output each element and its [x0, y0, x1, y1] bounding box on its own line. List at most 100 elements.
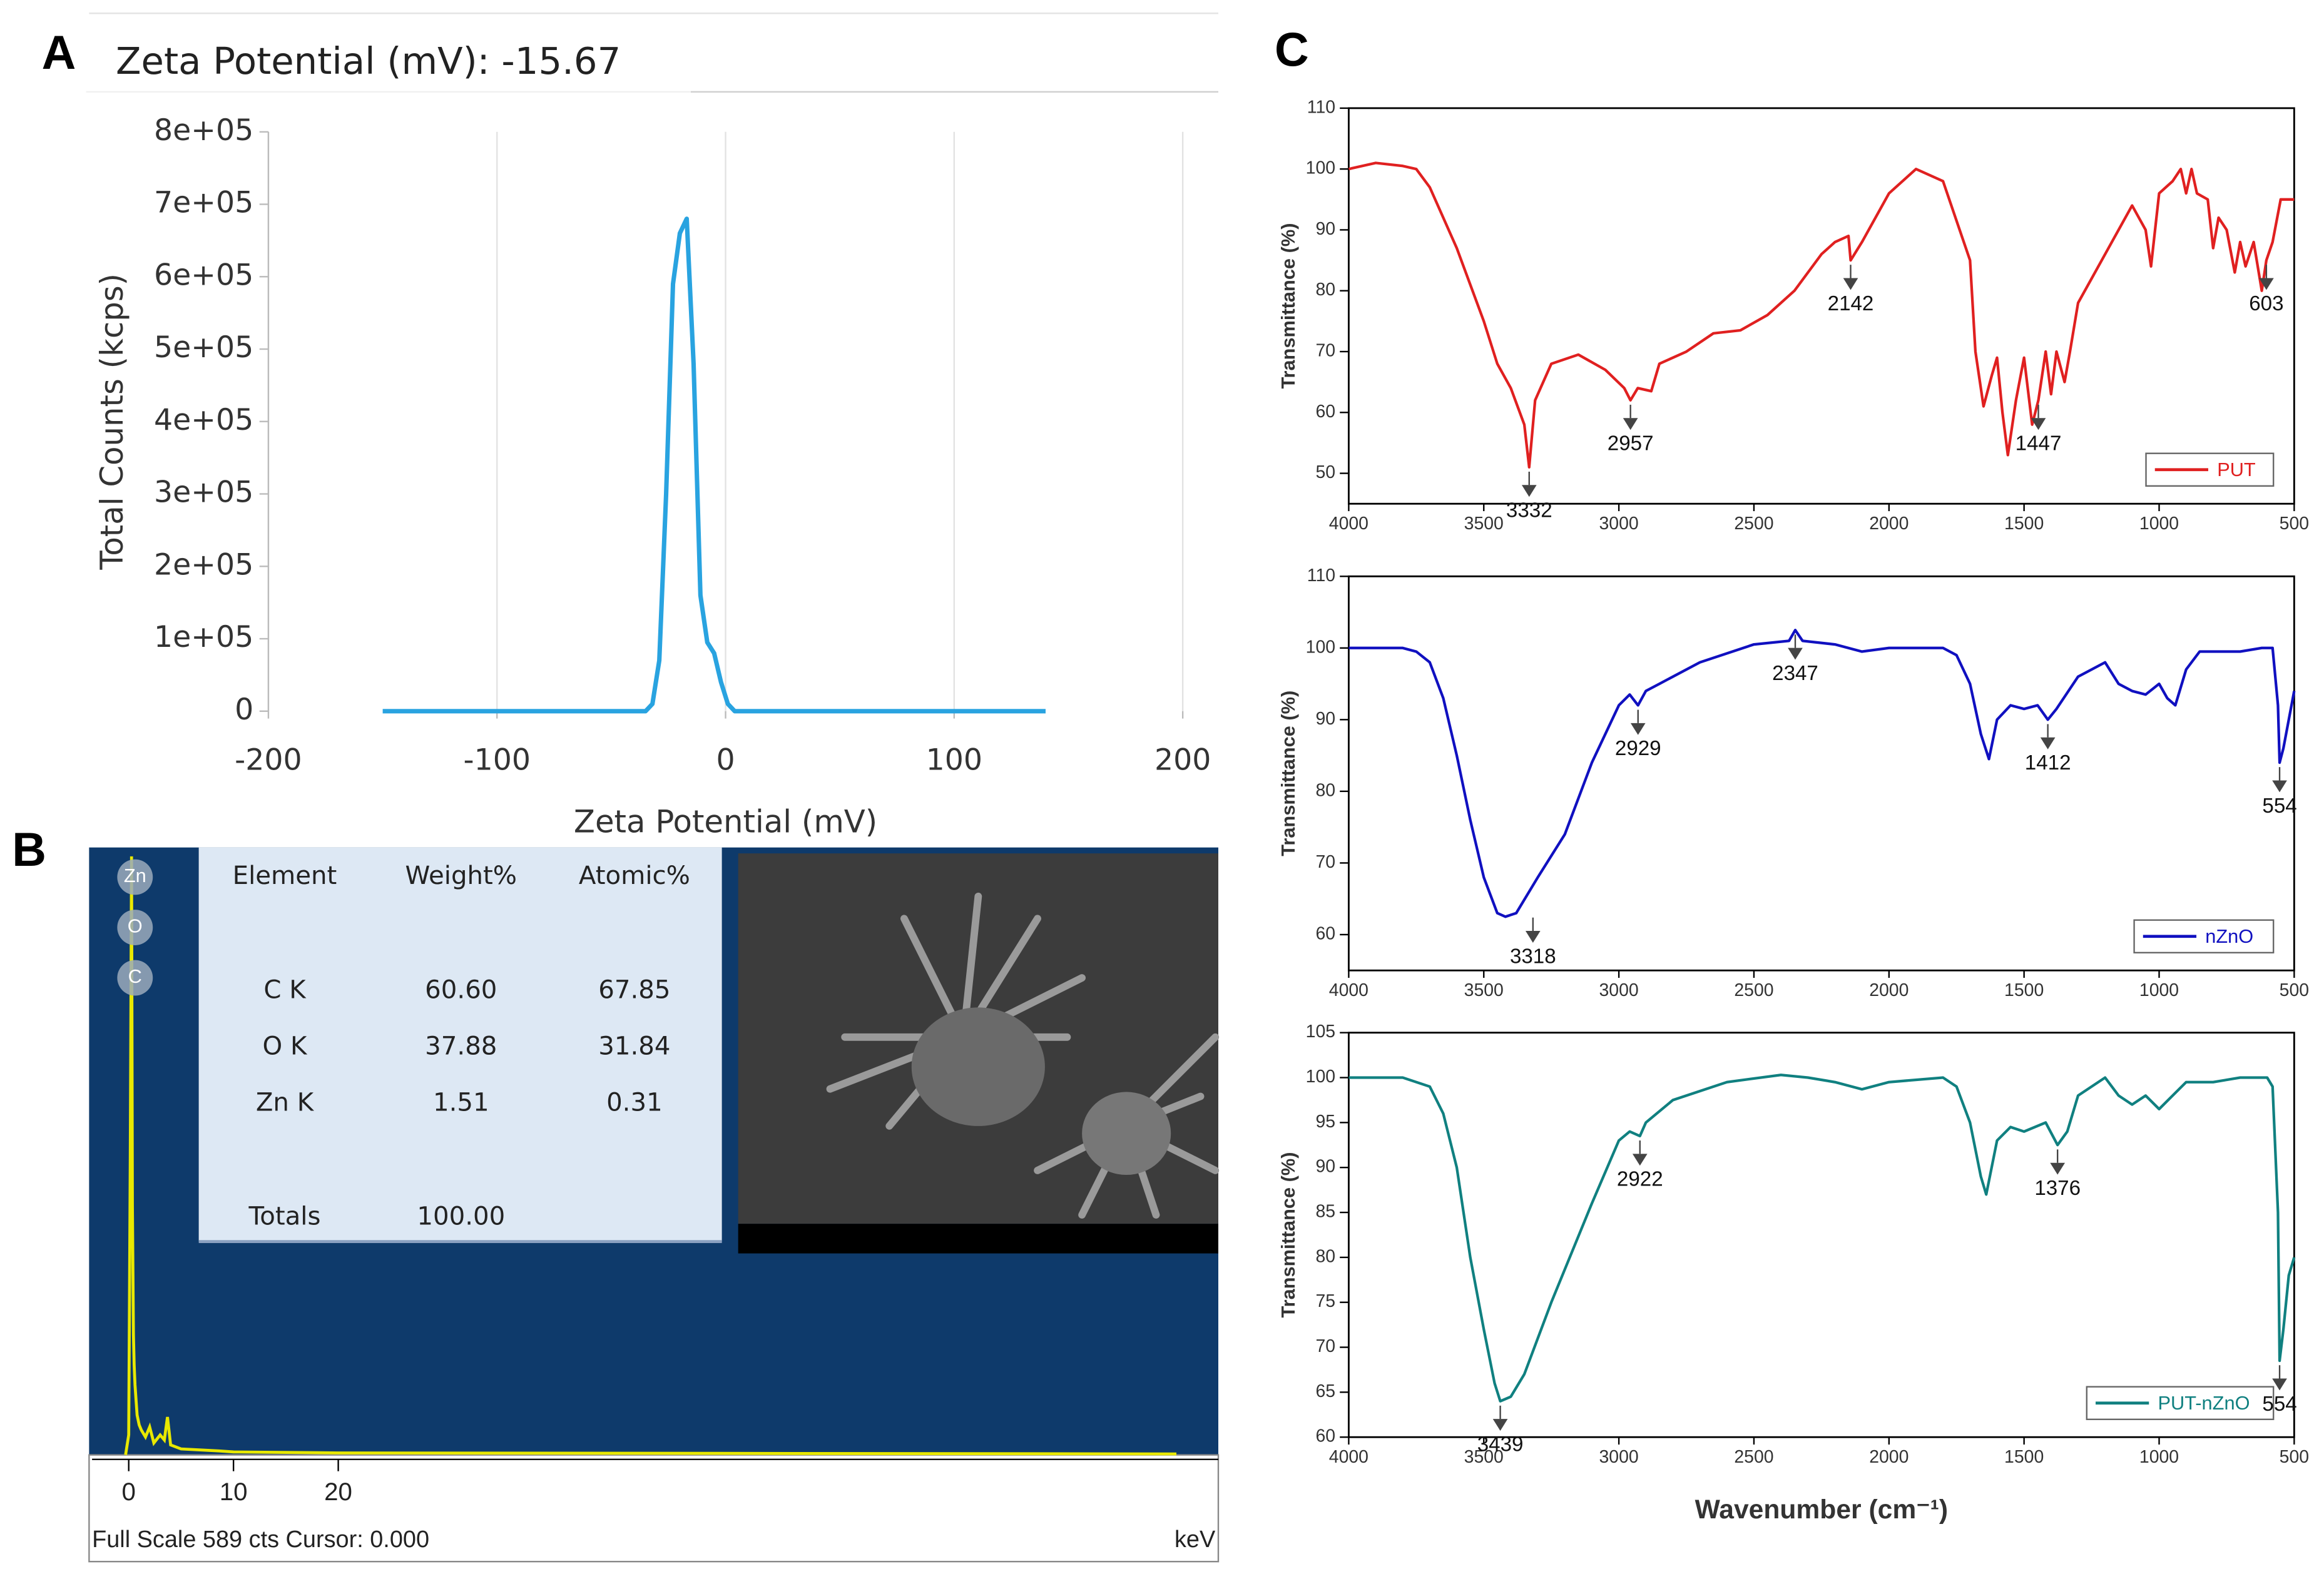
table-header: Weight% — [405, 861, 517, 890]
x-tick-label: 1500 — [2004, 514, 2044, 534]
plot-frame — [1347, 575, 2295, 972]
table-header: Element — [233, 861, 337, 890]
x-tick-label: 1500 — [2004, 1447, 2044, 1467]
y-tick-label: 3e+05 — [154, 475, 253, 510]
x-tick-label: 3000 — [1599, 980, 1639, 1000]
y-tick-label: 95 — [1315, 1112, 1335, 1132]
annotation-label: 2347 — [1772, 662, 1818, 685]
peak-marker — [117, 859, 153, 895]
x-tick-label: 3500 — [1464, 514, 1504, 534]
y-tick-label: 0 — [235, 693, 253, 727]
annotation-label: 2142 — [1828, 292, 1874, 315]
x-tick-label: 2500 — [1734, 1447, 1773, 1467]
sem-body — [1082, 1092, 1171, 1175]
table-cell: 1.51 — [433, 1088, 489, 1117]
table-cell: 67.85 — [598, 975, 670, 1004]
x-tick-label: 2000 — [1869, 514, 1909, 534]
y-tick-label: 5e+05 — [154, 330, 253, 365]
eds-axis-area — [88, 1454, 1220, 1563]
x-tick-label: 100 — [926, 743, 982, 777]
x-tick-label: 4000 — [1329, 1447, 1368, 1467]
x-axis-label: Zeta Potential (mV) — [574, 803, 877, 840]
annotation-label: 2957 — [1608, 432, 1654, 455]
panel-label: B — [12, 823, 46, 876]
y-tick-label: 100 — [1306, 1067, 1335, 1087]
annotation-label: 1447 — [2016, 432, 2062, 455]
x-tick-label: 200 — [1154, 743, 1211, 777]
y-tick-label: 90 — [1315, 1157, 1335, 1177]
table-cell: 100.00 — [417, 1202, 505, 1231]
legend-label: PUT — [2217, 459, 2256, 480]
annotation-arrowhead — [2050, 1162, 2066, 1175]
y-tick-label: 110 — [1307, 97, 1335, 117]
plot-frame — [1347, 107, 2295, 505]
y-tick-label: 4e+05 — [154, 403, 253, 437]
y-tick-label: 80 — [1315, 280, 1335, 300]
table-cell: 0.31 — [606, 1088, 663, 1117]
annotation-label: 3318 — [1510, 945, 1556, 968]
annotation-arrowhead — [1521, 485, 1537, 497]
x-tick-label: 20 — [324, 1478, 352, 1506]
annotation-label: 2929 — [1615, 737, 1661, 760]
data-line — [382, 216, 1046, 714]
x-tick-label: 500 — [2280, 1447, 2309, 1467]
x-tick-label: 500 — [2280, 980, 2309, 1000]
sem-info-bar — [738, 1224, 1218, 1254]
table-cell: O K — [263, 1032, 308, 1060]
annotation-arrowhead — [2040, 737, 2056, 749]
x-tick-label: 4000 — [1329, 514, 1368, 534]
y-tick-label: 65 — [1315, 1381, 1335, 1401]
table-header: Atomic% — [579, 861, 690, 890]
annotation-label: 3332 — [1506, 499, 1552, 522]
peak-label: Zn — [124, 865, 146, 886]
data-line — [1348, 1074, 2296, 1403]
x-axis-label: keV — [1175, 1526, 1216, 1553]
annotation-label: 554 — [2262, 795, 2296, 818]
sem-body — [911, 1007, 1045, 1126]
y-tick-label: 70 — [1315, 341, 1335, 361]
chart-title: Zeta Potential (mV): -15.67 — [116, 39, 621, 83]
table-cell: Zn K — [256, 1088, 315, 1117]
annotation-arrowhead — [1630, 723, 1646, 735]
y-tick-label: 2e+05 — [154, 547, 253, 582]
chart: 60 65 70 75 80 85 90 95 100 105 4000 3500 3000 2500 20… — [1277, 1022, 2309, 1525]
annotation-arrowhead — [1492, 1419, 1508, 1431]
annotation-label: 2922 — [1617, 1168, 1663, 1191]
table-cell: 31.84 — [598, 1032, 670, 1060]
x-tick-label: 0 — [122, 1478, 136, 1506]
y-tick-label: 90 — [1315, 709, 1335, 729]
legend-label: PUT-nZnO — [2158, 1392, 2250, 1414]
x-tick-label: 3500 — [1464, 1447, 1504, 1467]
peak-marker — [117, 910, 153, 945]
chart: 50 60 70 80 90 100 110 4000 3500 3000 2500 2000 1500… — [1277, 97, 2309, 533]
table-cell: Totals — [248, 1202, 320, 1231]
x-tick-label: -100 — [463, 743, 530, 777]
annotation-label: 554 — [2262, 1393, 2296, 1416]
annotation-arrowhead — [2272, 780, 2287, 793]
x-tick-label: -200 — [235, 743, 302, 777]
y-tick-label: 60 — [1315, 402, 1335, 422]
x-tick-label: 500 — [2280, 514, 2309, 534]
annotation-arrowhead — [1632, 1154, 1648, 1166]
x-tick-label: 1500 — [2004, 980, 2044, 1000]
data-line — [1348, 629, 2296, 918]
annotation-arrowhead — [2031, 418, 2046, 430]
x-tick-label: 0 — [716, 743, 735, 777]
y-tick-label: 1e+05 — [154, 620, 253, 654]
y-tick-label: 7e+05 — [154, 186, 253, 220]
y-axis-label: Transmittance (%) — [1277, 223, 1299, 389]
legend-label: nZnO — [2205, 925, 2253, 947]
y-tick-label: 75 — [1315, 1291, 1335, 1311]
sem-image — [738, 853, 1220, 1254]
annotation-label: 1412 — [2025, 751, 2071, 774]
annotation-label: 3439 — [1477, 1433, 1524, 1456]
y-axis-label: Transmittance (%) — [1277, 1152, 1299, 1318]
annotation-arrowhead — [2259, 278, 2274, 290]
y-tick-label: 105 — [1306, 1022, 1335, 1042]
legend-box — [2086, 1386, 2275, 1420]
y-tick-label: 50 — [1315, 462, 1335, 482]
y-tick-label: 80 — [1315, 780, 1335, 800]
y-tick-label: 80 — [1315, 1246, 1335, 1266]
annotation-label: 603 — [2249, 292, 2283, 315]
annotation-arrowhead — [1525, 931, 1541, 943]
